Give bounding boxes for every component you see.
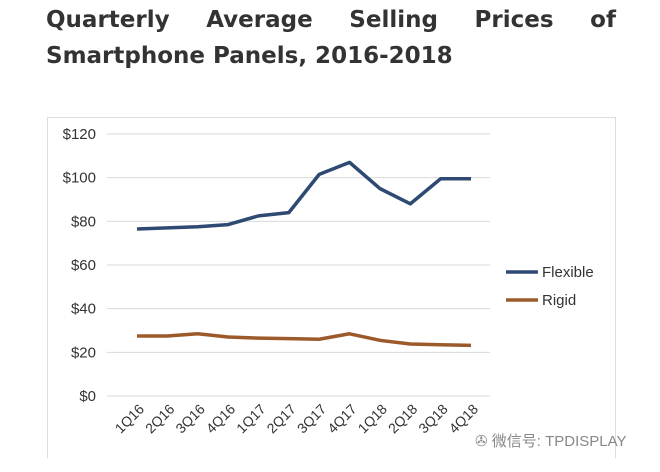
title-word: Selling [349,7,438,33]
x-tick-label: 3Q17 [294,401,330,437]
x-tick-label: 2Q16 [142,401,178,437]
title-word: Average [206,7,313,33]
x-tick-label: 2Q17 [263,401,299,437]
watermark-text: 微信号: TPDISPLAY [491,433,627,450]
y-tick-label: $100 [63,170,96,187]
y-tick-label: $20 [71,344,96,361]
title-line-2: Smartphone Panels, 2016-2018 [46,43,453,69]
y-tick-label: $60 [71,257,96,274]
x-tick-label: 1Q17 [233,401,269,437]
y-tick-label: $120 [63,126,96,143]
x-tick-label: 3Q18 [415,401,451,437]
x-tick-label: 1Q16 [112,401,148,437]
title-word: of [590,7,616,33]
legend-label: Flexible [542,264,594,281]
x-tick-label: 3Q16 [172,401,208,437]
watermark: ✇ 微信号: TPDISPLAY [475,430,627,451]
x-tick-label: 1Q18 [354,401,390,437]
x-tick-label: 4Q16 [203,401,239,437]
x-tick-label: 2Q18 [385,401,421,437]
wechat-icon: ✇ [475,433,492,450]
title-word: Quarterly [46,7,170,33]
y-tick-label: $0 [79,388,96,405]
series-line-rigid [137,332,472,348]
x-tick-label: 4Q17 [324,401,360,437]
chart-frame [47,117,616,458]
y-tick-label: $40 [71,301,96,318]
series-line-flexible [136,160,471,231]
chart-title: Quarterly Average Selling Prices of Smar… [46,2,616,74]
title-word: Prices [474,7,554,33]
legend-label: Rigid [542,292,576,309]
y-tick-label: $80 [71,213,96,230]
